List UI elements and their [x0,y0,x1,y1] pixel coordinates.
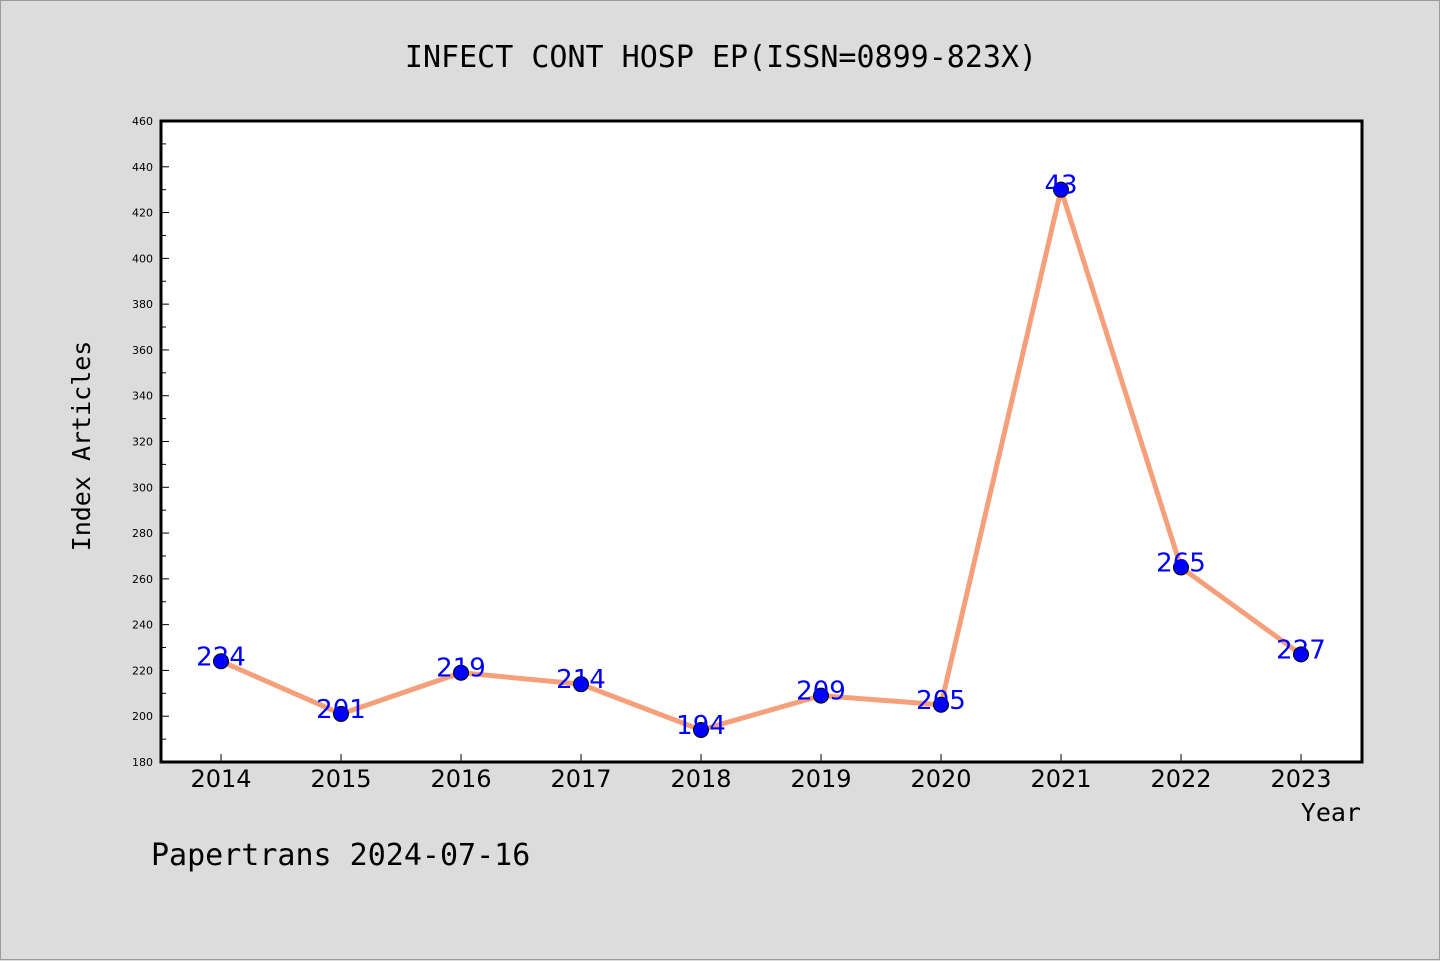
data-point-marker [333,705,349,722]
data-label: 214 [556,665,606,695]
data-label: 224 [196,642,246,672]
data-label: 194 [676,711,726,741]
y-tick-label: 400 [132,252,153,265]
y-axis-label: Index Articles [67,341,96,552]
y-tick-label: 260 [132,573,153,586]
y-tick-label: 180 [132,756,153,769]
data-label: 265 [1156,548,1206,578]
y-tick-label: 440 [132,161,153,174]
markers-group [213,181,1309,738]
data-label: 43 [1044,171,1077,201]
y-tick-label: 340 [132,390,153,403]
data-point-marker [1293,646,1309,663]
y-tick-label: 320 [132,436,153,449]
y-tick-label: 380 [132,298,153,311]
data-label: 201 [316,695,366,725]
x-tick-label: 2018 [670,765,731,793]
y-tick-label: 280 [132,527,153,540]
y-tick-label: 200 [132,710,153,723]
x-tick-label: 2017 [550,765,611,793]
plot-area [159,119,1364,764]
data-point-marker [213,653,229,670]
y-tick-label: 240 [132,619,153,632]
y-tick-label: 360 [132,344,153,357]
data-point-marker [1053,181,1069,198]
data-label: 205 [916,686,966,716]
data-label: 219 [436,654,486,684]
data-point-marker [693,721,709,738]
data-labels-group: 224 201 219 214 194 209 205 43 265 227 [196,171,1326,741]
data-label: 209 [796,677,846,707]
footer-text: Papertrans 2024-07-16 [151,838,530,873]
x-axis-label: Year [1301,798,1361,827]
data-point-marker [1173,559,1189,576]
y-tick-label: 420 [132,207,153,220]
x-axis: 2014 2015 2016 2017 2018 2019 2020 2021 2022 2023 [190,754,1332,793]
chart-title: INFECT CONT HOSP EP(ISSN=0899-823X) [405,40,1037,75]
data-point-marker [813,687,829,704]
data-label: 227 [1276,635,1326,665]
x-tick-label: 2014 [190,765,251,793]
y-tick-label: 460 [132,115,153,128]
x-tick-label: 2019 [790,765,851,793]
x-tick-label: 2022 [1150,765,1211,793]
x-tick-label: 2021 [1030,765,1091,793]
series-line [219,187,1303,733]
y-tick-label: 300 [132,481,153,494]
data-point-marker [933,696,949,713]
x-tick-label: 2023 [1270,765,1331,793]
series-line-group [219,187,1303,733]
x-tick-label: 2016 [430,765,491,793]
x-tick-label: 2015 [310,765,371,793]
y-tick-label: 220 [132,664,153,677]
x-tick-label: 2020 [910,765,971,793]
y-axis: 180 200 220 240 260 280 300 320 340 360 380 400 420 4… [132,115,169,769]
data-point-marker [453,664,469,681]
data-point-marker [573,676,589,693]
